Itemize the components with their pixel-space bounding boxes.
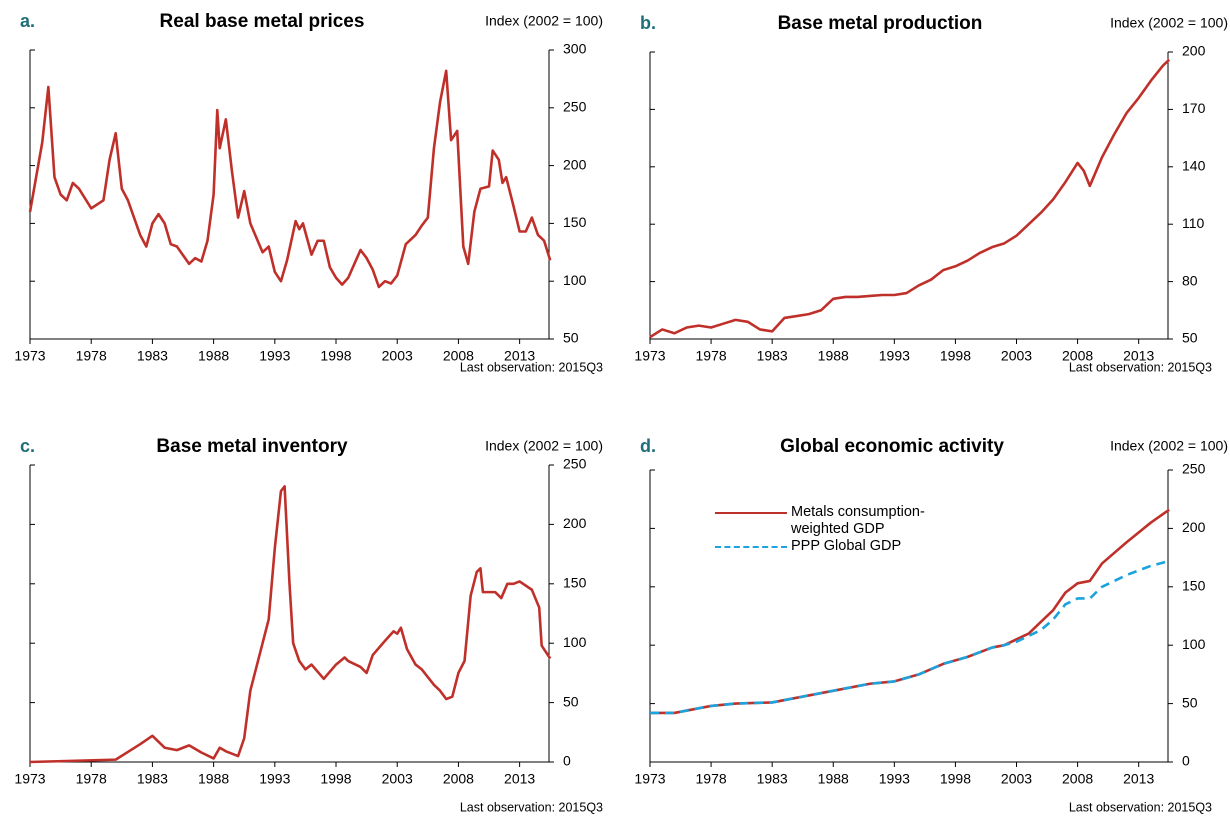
x-tick-label: 1973 (14, 348, 45, 364)
legend-entry: PPP Global GDP (715, 538, 931, 555)
panel-title: Base metal inventory (156, 436, 348, 457)
y-tick-label: 100 (563, 272, 587, 288)
x-tick-label: 2003 (382, 771, 413, 787)
x-tick-label: 1993 (879, 348, 910, 364)
panel-label: d. (640, 436, 656, 456)
x-tick-label: 1978 (76, 348, 107, 364)
x-tick-label: 1988 (198, 771, 229, 787)
y-tick-label: 200 (563, 156, 587, 172)
y-tick-label: 250 (1182, 461, 1206, 477)
y-tick-label: 250 (563, 99, 587, 115)
data-line (650, 559, 1170, 715)
legend-entry: Metals consumption-weighted GDP (715, 504, 931, 538)
x-tick-label: 2013 (504, 771, 535, 787)
x-tick-label: 1993 (259, 771, 290, 787)
y-tick-label: 50 (1182, 330, 1198, 346)
data-line (28, 69, 552, 289)
panel-title: Real base metal prices (160, 11, 365, 32)
x-tick-label: 1998 (940, 771, 971, 787)
note: Last observation: 2015Q3 (460, 800, 603, 814)
y-tick-label: 200 (563, 515, 587, 531)
x-tick-label: 1983 (757, 771, 788, 787)
x-tick-label: 1993 (879, 771, 910, 787)
legend-swatch (715, 546, 787, 548)
y-tick-label: 100 (1182, 636, 1206, 652)
panel-label: a. (20, 11, 35, 31)
x-tick-label: 1983 (757, 348, 788, 364)
x-tick-label: 2008 (443, 348, 474, 364)
y-tick-label: 0 (563, 753, 571, 769)
y-tick-label: 170 (1182, 100, 1206, 116)
x-tick-label: 1988 (198, 348, 229, 364)
y-tick-label: 140 (1182, 158, 1206, 174)
legend: Metals consumption-weighted GDP PPP Globa… (715, 504, 931, 555)
x-tick-label: 2013 (504, 348, 535, 364)
x-tick-label: 2003 (1001, 348, 1032, 364)
panel-title: Base metal production (778, 13, 983, 34)
y-tick-label: 80 (1182, 272, 1198, 288)
y-tick-label: 50 (563, 693, 579, 709)
y-tick-label: 200 (1182, 519, 1206, 535)
panel-title: Global economic activity (780, 436, 1004, 457)
data-line (29, 485, 552, 764)
y-tick-label: 150 (563, 214, 587, 230)
x-tick-label: 1998 (320, 771, 351, 787)
x-tick-label: 2003 (1001, 771, 1032, 787)
x-tick-label: 1973 (14, 771, 45, 787)
x-tick-label: 2003 (382, 348, 413, 364)
x-tick-label: 1983 (137, 348, 168, 364)
x-tick-label: 2008 (1062, 348, 1093, 364)
x-tick-label: 2008 (1062, 771, 1093, 787)
unit-label: Index (2002 = 100) (485, 13, 603, 29)
y-tick-label: 0 (1182, 753, 1190, 769)
note: Last observation: 2015Q3 (1069, 360, 1212, 374)
y-tick-label: 150 (563, 575, 587, 591)
x-tick-label: 1993 (259, 348, 290, 364)
x-tick-label: 2013 (1123, 771, 1154, 787)
y-tick-label: 300 (563, 41, 587, 57)
x-tick-label: 1978 (696, 771, 727, 787)
legend-swatch (715, 512, 787, 514)
x-tick-label: 2013 (1123, 348, 1154, 364)
x-tick-label: 1988 (818, 348, 849, 364)
note: Last observation: 2015Q3 (1069, 800, 1212, 814)
unit-label: Index (2002 = 100) (1110, 438, 1228, 454)
legend-label: Metals consumption-weighted GDP (791, 504, 925, 537)
x-tick-label: 1988 (818, 771, 849, 787)
y-tick-label: 110 (1182, 215, 1205, 231)
y-tick-label: 250 (563, 456, 587, 472)
y-tick-label: 50 (1182, 694, 1198, 710)
note: Last observation: 2015Q3 (460, 360, 603, 374)
x-tick-label: 1978 (696, 348, 727, 364)
y-tick-label: 50 (563, 330, 579, 346)
y-tick-label: 100 (563, 634, 587, 650)
data-line (649, 58, 1171, 339)
x-tick-label: 1973 (634, 771, 665, 787)
y-tick-label: 200 (1182, 43, 1206, 59)
y-tick-label: 150 (1182, 578, 1206, 594)
x-tick-label: 1978 (76, 771, 107, 787)
x-tick-label: 1973 (634, 348, 665, 364)
unit-label: Index (2002 = 100) (485, 438, 603, 454)
legend-label: PPP Global GDP (791, 538, 902, 554)
panel-label: c. (20, 436, 35, 456)
panel-label: b. (640, 13, 656, 33)
unit-label: Index (2002 = 100) (1110, 15, 1228, 31)
x-tick-label: 1998 (940, 348, 971, 364)
x-tick-label: 1998 (320, 348, 351, 364)
x-tick-label: 2008 (443, 771, 474, 787)
x-tick-label: 1983 (137, 771, 168, 787)
